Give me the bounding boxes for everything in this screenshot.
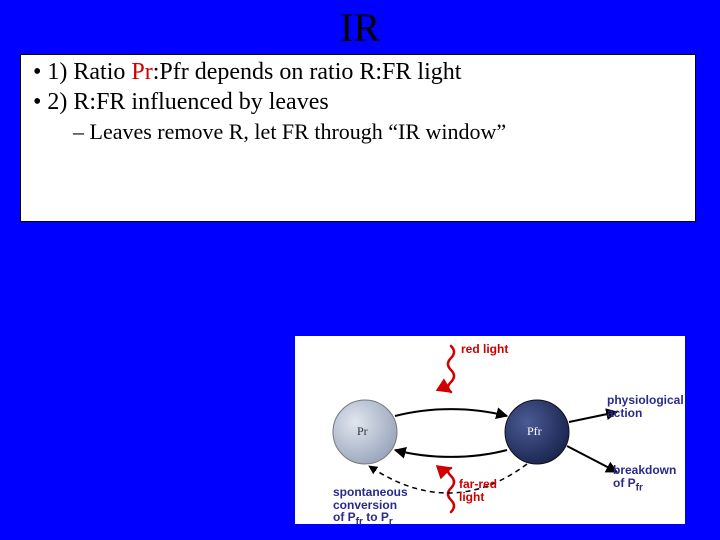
node-pfr-label: Pfr <box>527 424 542 439</box>
label-phys-action: physiologicalaction <box>607 394 684 419</box>
bullet-1: 1) Ratio Pr:Pfr depends on ratio R:FR li… <box>33 57 691 87</box>
slide: IR 1) Ratio Pr:Pfr depends on ratio R:FR… <box>0 0 720 540</box>
label-bd-l1: breakdown <box>613 463 676 477</box>
label-phys-l2: action <box>607 406 642 420</box>
bullet-2-prefix: 2) R:FR influenced by leaves <box>47 89 328 115</box>
label-sp-l3: of Pfr to Pr <box>333 510 393 524</box>
subbullet-1: Leaves remove R, let FR through “IR wind… <box>73 117 691 148</box>
slide-title: IR <box>0 4 720 51</box>
bullet-1-prefix: 1) Ratio <box>47 59 131 85</box>
bullet-2: 2) R:FR influenced by leaves <box>33 87 691 117</box>
label-spontaneous: spontaneous conversion of Pfr to Pr <box>333 486 408 528</box>
label-breakdown: breakdownof Pfr <box>613 464 676 493</box>
bullet-1-pr: Pr <box>131 59 152 85</box>
bullet-1-rest: :Pfr depends on ratio R:FR light <box>153 59 462 85</box>
phytochrome-diagram: Pr Pfr red light far-redlight physiologi… <box>295 336 685 524</box>
label-far-red: far-redlight <box>459 478 497 503</box>
label-bd-l2: of Pfr <box>613 476 643 490</box>
label-far-red-l2: light <box>459 490 484 504</box>
label-red-light: red light <box>461 342 508 356</box>
node-pr-label: Pr <box>357 424 368 439</box>
content-box: 1) Ratio Pr:Pfr depends on ratio R:FR li… <box>20 54 696 222</box>
